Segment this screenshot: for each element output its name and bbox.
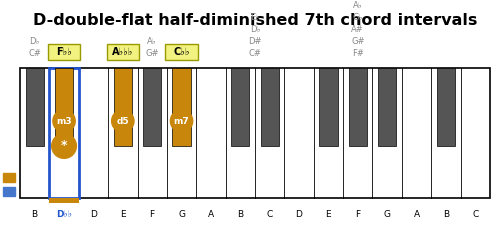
- Text: G#: G#: [146, 49, 159, 58]
- Text: D: D: [296, 210, 303, 219]
- Text: C#: C#: [28, 49, 41, 58]
- Text: basicmusictheory.com: basicmusictheory.com: [6, 55, 11, 134]
- Text: D♭: D♭: [30, 37, 40, 46]
- Text: F: F: [355, 210, 360, 219]
- Text: A♭♭♭: A♭♭♭: [112, 47, 133, 57]
- Circle shape: [52, 134, 76, 158]
- Bar: [165, 44, 198, 60]
- Circle shape: [170, 110, 193, 132]
- Text: C♭♭: C♭♭: [173, 47, 190, 57]
- Text: D♭♭: D♭♭: [56, 210, 72, 219]
- Text: E: E: [326, 210, 331, 219]
- Bar: [2, 173, 15, 182]
- Bar: [437, 68, 455, 146]
- Text: C#: C#: [248, 49, 261, 58]
- Bar: [107, 44, 139, 60]
- Text: *: *: [61, 140, 67, 153]
- Text: m7: m7: [174, 117, 189, 126]
- Text: A: A: [208, 210, 214, 219]
- Bar: [173, 68, 191, 146]
- Text: D#: D#: [248, 37, 262, 46]
- Text: G#: G#: [351, 37, 365, 46]
- Bar: [20, 68, 490, 198]
- Text: d5: d5: [117, 117, 129, 126]
- Text: D-double-flat half-diminished 7th chord intervals: D-double-flat half-diminished 7th chord …: [33, 13, 477, 28]
- Text: F#: F#: [352, 49, 364, 58]
- Text: F: F: [150, 210, 155, 219]
- Bar: [143, 68, 161, 146]
- Text: m3: m3: [56, 117, 72, 126]
- Text: B: B: [237, 210, 244, 219]
- Bar: [114, 68, 132, 146]
- Text: D: D: [90, 210, 97, 219]
- Text: G: G: [384, 210, 391, 219]
- Text: C: C: [472, 210, 478, 219]
- Text: F♭♭: F♭♭: [56, 47, 72, 57]
- Bar: [378, 68, 396, 146]
- Bar: [49, 198, 79, 203]
- Text: E: E: [120, 210, 125, 219]
- Bar: [349, 68, 367, 146]
- Text: D♭: D♭: [250, 25, 260, 34]
- Text: A#: A#: [351, 25, 364, 34]
- Circle shape: [112, 110, 134, 132]
- Text: G♭: G♭: [353, 13, 363, 22]
- Circle shape: [53, 110, 75, 132]
- Text: B: B: [31, 210, 38, 219]
- Text: A: A: [413, 210, 420, 219]
- Text: A♭: A♭: [353, 1, 363, 10]
- Bar: [26, 68, 44, 146]
- Bar: [49, 68, 79, 198]
- Text: B: B: [443, 210, 449, 219]
- Bar: [261, 68, 279, 146]
- Text: A♭: A♭: [147, 37, 157, 46]
- Bar: [2, 187, 15, 196]
- Text: C: C: [267, 210, 273, 219]
- Bar: [48, 44, 80, 60]
- Text: G: G: [178, 210, 185, 219]
- Text: E♭: E♭: [250, 13, 260, 22]
- Bar: [319, 68, 338, 146]
- Bar: [231, 68, 249, 146]
- Bar: [55, 68, 73, 146]
